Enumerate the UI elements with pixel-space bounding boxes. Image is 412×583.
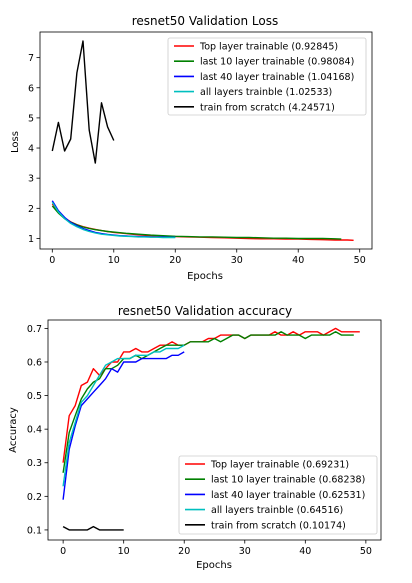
accuracy-x-tick-label: 40 [299, 546, 311, 557]
loss-legend: Top layer trainable (0.92845) last 10 lay… [167, 37, 367, 116]
accuracy-y-tick-label: 0.6 [27, 357, 42, 368]
accuracy-tick-group: 0 10 20 30 40 50 0.1 0.2 0.3 0.4 0.5 0.6 0.7 [27, 324, 372, 557]
loss-legend-box [167, 37, 367, 116]
loss-tick-group: 0 10 20 30 40 50 1 2 3 4 5 6 7 [28, 53, 366, 266]
accuracy-y-axis-label: Accuracy [8, 407, 19, 453]
loss-y-tick-label: 2 [28, 204, 34, 215]
loss-y-tick-label: 5 [28, 113, 34, 124]
accuracy-y-tick-label: 0.3 [27, 458, 42, 469]
accuracy-legend-box [178, 455, 378, 535]
loss-y-tick-label: 4 [28, 144, 34, 155]
loss-series-line-4 [51, 40, 115, 164]
accuracy-x-tick-label: 20 [178, 546, 190, 557]
loss-x-tick-label: 10 [108, 255, 120, 266]
accuracy-chart: resnet50 Validation accuracy Epochs Accu… [8, 304, 382, 571]
loss-x-tick-label: 50 [354, 255, 366, 266]
loss-y-axis-label: Loss [10, 131, 21, 153]
accuracy-x-axis-label: Epochs [196, 560, 232, 571]
loss-chart: resnet50 Validation Loss Epochs Loss 0 10… [10, 14, 373, 282]
accuracy-y-tick-label: 0.4 [27, 425, 42, 436]
loss-x-tick-label: 40 [292, 255, 304, 266]
loss-x-tick-label: 30 [231, 255, 243, 266]
accuracy-series-line-0 [62, 327, 360, 463]
accuracy-x-tick-label: 50 [360, 546, 372, 557]
accuracy-series-line-2 [62, 351, 185, 500]
loss-x-tick-label: 0 [49, 255, 55, 266]
loss-legend-label-3: all layers trainble (1.02533) [200, 87, 332, 98]
accuracy-y-tick-label: 0.7 [27, 324, 42, 335]
loss-legend-label-2: last 40 layer trainable (1.04168) [200, 72, 354, 83]
accuracy-plot-area [62, 327, 360, 531]
accuracy-series-line-4 [62, 525, 124, 531]
accuracy-legend-label-3: all layers trainble (0.64516) [211, 505, 343, 516]
loss-x-tick-label: 20 [169, 255, 181, 266]
accuracy-series-line-3 [62, 344, 185, 487]
loss-plot-area [51, 40, 354, 241]
loss-series-line-0 [51, 203, 354, 241]
accuracy-series-line-1 [62, 331, 354, 473]
loss-y-tick-label: 1 [28, 234, 34, 245]
loss-legend-label-0: Top layer trainable (0.92845) [199, 42, 338, 53]
loss-y-tick-label: 6 [28, 83, 34, 94]
accuracy-x-tick-label: 30 [239, 546, 251, 557]
loss-plot-frame [39, 31, 373, 250]
loss-chart-title: resnet50 Validation Loss [132, 14, 278, 28]
accuracy-x-tick-label: 10 [118, 546, 130, 557]
accuracy-y-tick-label: 0.2 [27, 492, 42, 503]
accuracy-legend-label-4: train from scratch (0.10174) [211, 520, 346, 531]
loss-series-line-1 [51, 205, 342, 240]
accuracy-chart-title: resnet50 Validation accuracy [118, 304, 292, 318]
loss-x-axis-label: Epochs [187, 271, 223, 282]
accuracy-legend-label-0: Top layer trainable (0.69231) [210, 460, 349, 471]
accuracy-y-tick-label: 0.1 [27, 525, 42, 536]
loss-y-tick-label: 7 [28, 53, 34, 64]
loss-legend-label-4: train from scratch (4.24571) [200, 102, 335, 113]
accuracy-y-tick-label: 0.5 [27, 391, 42, 402]
loss-series-line-3 [51, 201, 176, 239]
accuracy-x-tick-label: 0 [60, 546, 66, 557]
loss-y-tick-label: 3 [28, 174, 34, 185]
accuracy-legend-label-2: last 40 layer trainable (0.62531) [211, 490, 365, 501]
accuracy-legend: Top layer trainable (0.69231) last 10 lay… [178, 455, 378, 535]
accuracy-legend-label-1: last 10 layer trainable (0.68238) [211, 475, 365, 486]
loss-legend-label-1: last 10 layer trainable (0.98084) [200, 57, 354, 68]
accuracy-plot-frame [47, 319, 382, 541]
